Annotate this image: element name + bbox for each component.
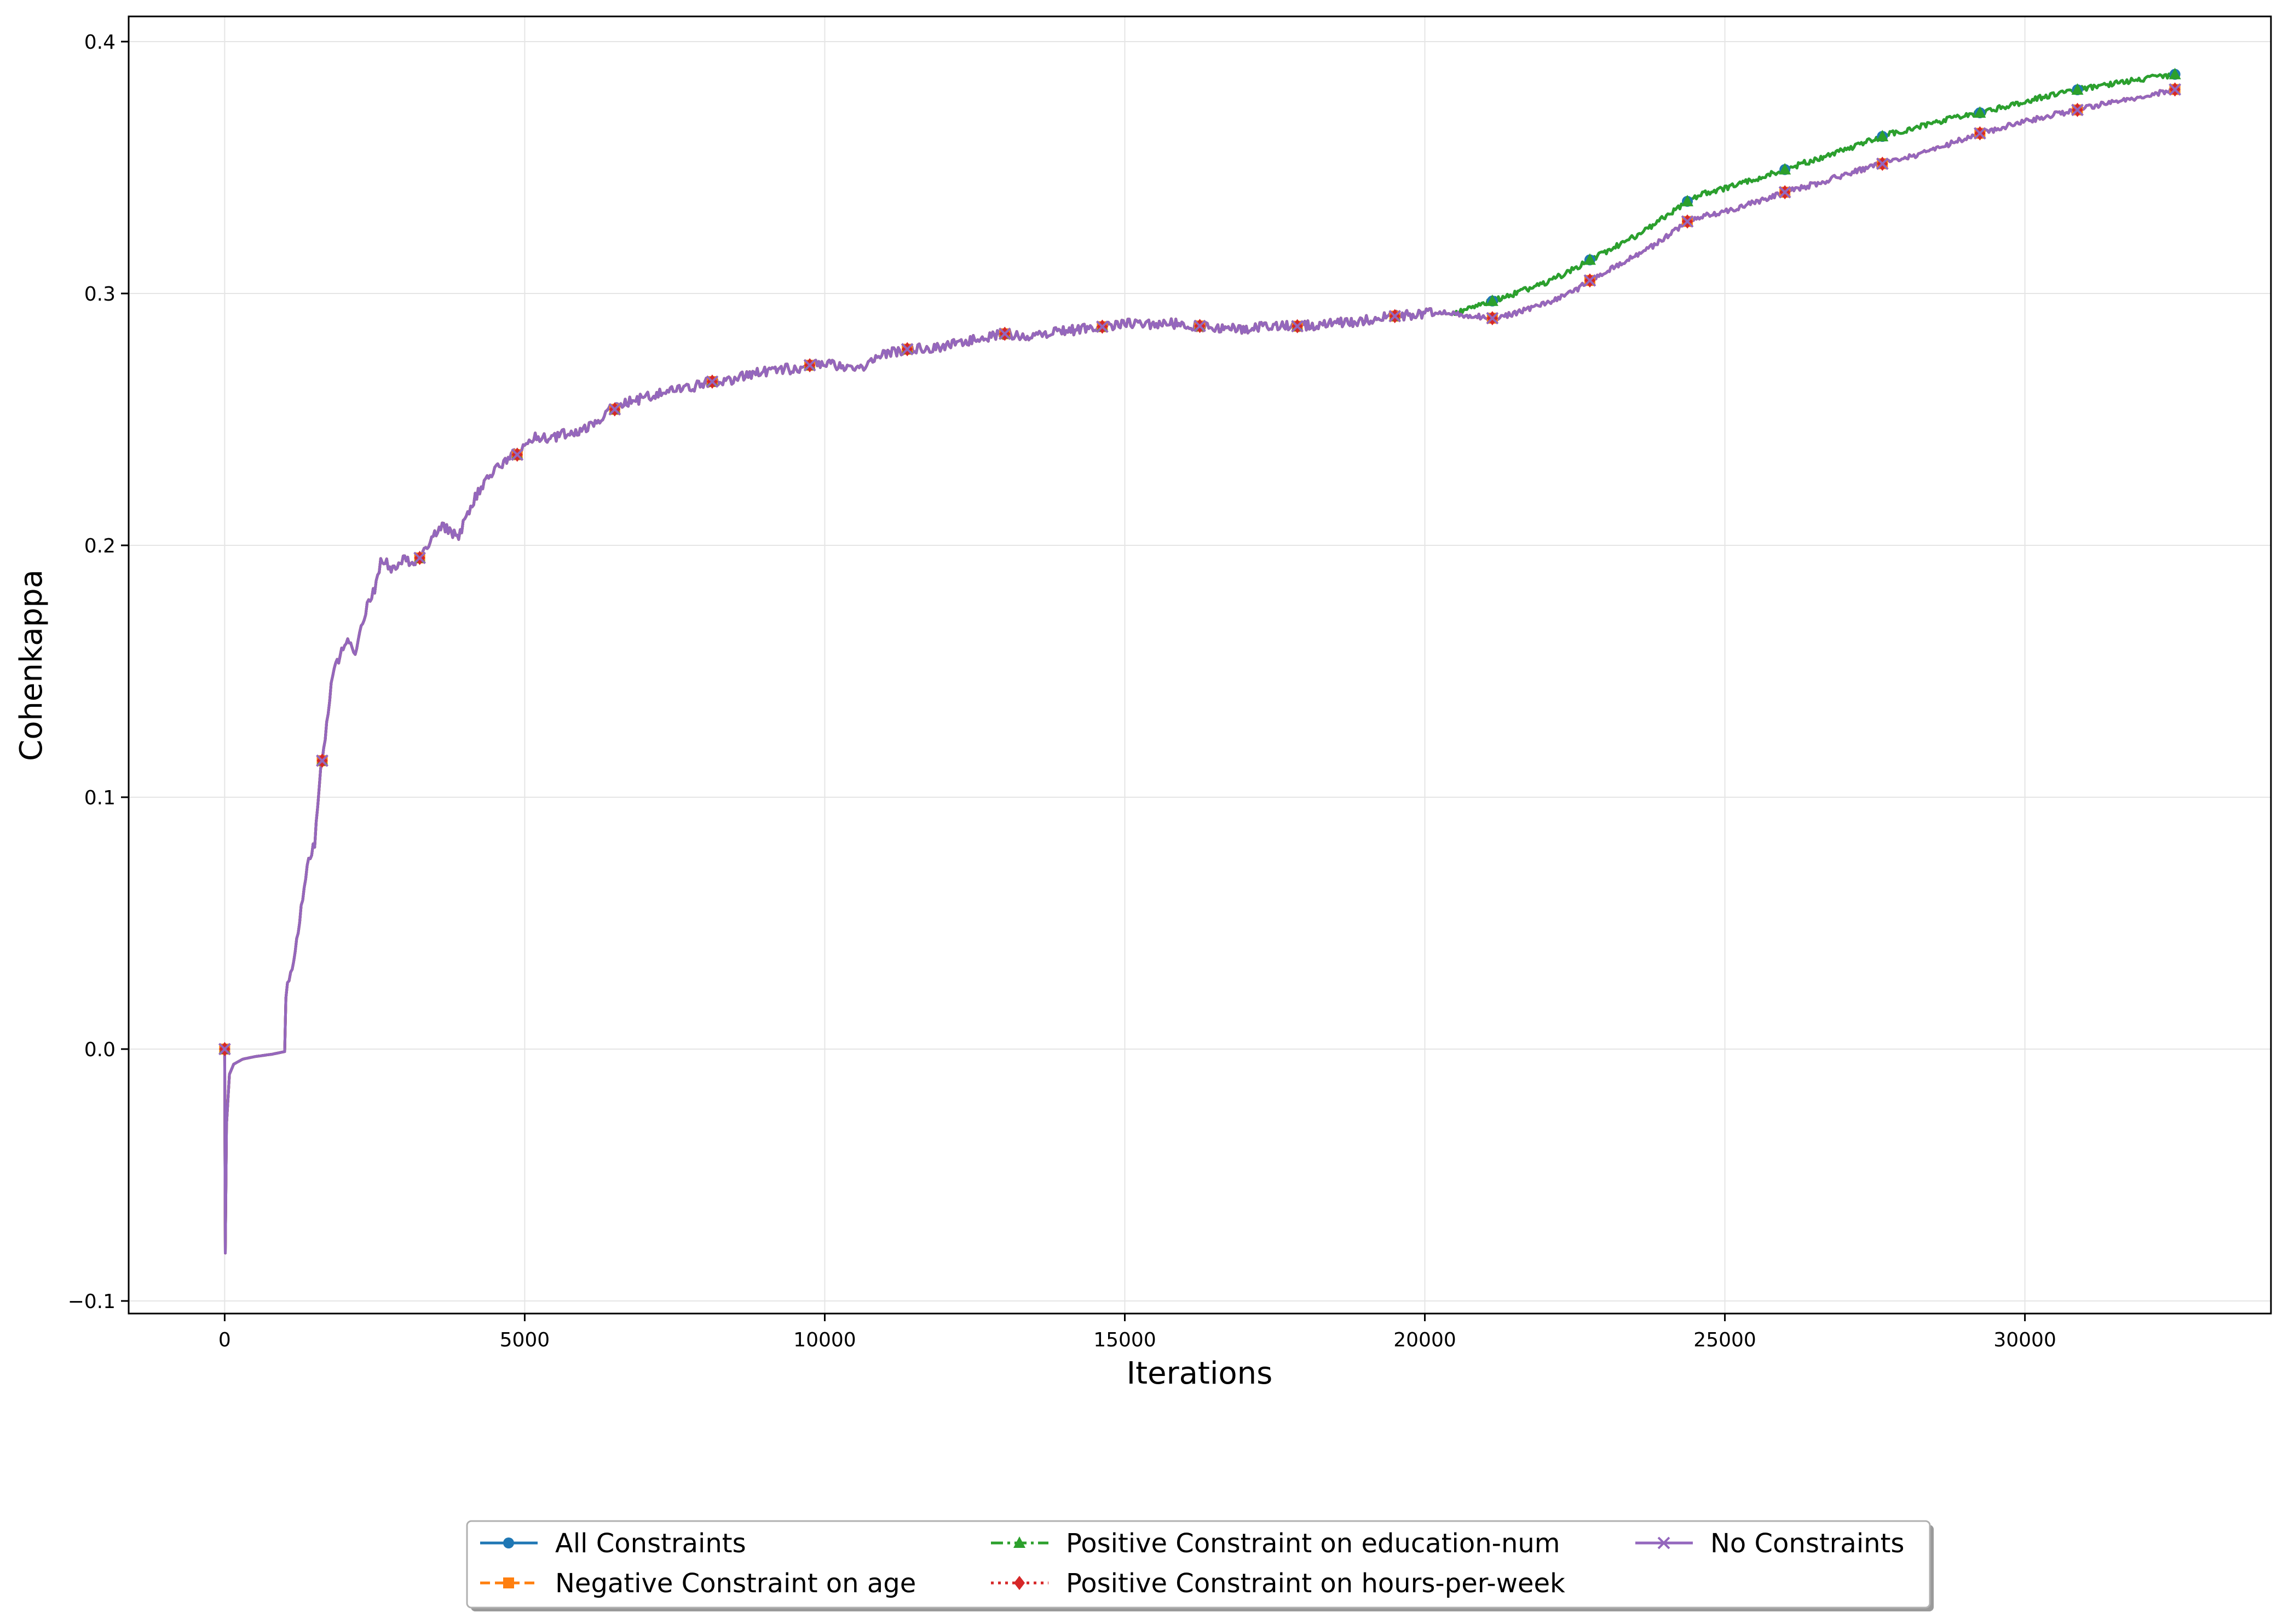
series-marker-4 bbox=[803, 359, 816, 372]
series-marker-2 bbox=[1779, 163, 1791, 175]
series-marker-4-b bbox=[1681, 215, 1694, 228]
series-marker-2 bbox=[1681, 194, 1694, 206]
x-tick-label: 0 bbox=[218, 1329, 231, 1351]
legend: All Constraints Negative Constraint on ag… bbox=[466, 1520, 1934, 1611]
series-marker-4-b bbox=[706, 375, 719, 388]
legend-marker-3 bbox=[1014, 1576, 1025, 1590]
series-marker-2 bbox=[2169, 67, 2181, 79]
series-marker-4 bbox=[998, 327, 1011, 341]
legend-marker-4-b bbox=[1657, 1536, 1670, 1550]
series-marker-4-b bbox=[1486, 312, 1499, 325]
x-tick-label: 5000 bbox=[500, 1329, 550, 1351]
series-marker-2 bbox=[2071, 83, 2084, 95]
series-marker-4 bbox=[2071, 103, 2084, 117]
series-marker-4 bbox=[316, 754, 328, 767]
series-marker-4 bbox=[2169, 83, 2182, 96]
y-tick-label: 0.0 bbox=[84, 1039, 116, 1061]
series-marker-4-b bbox=[413, 551, 426, 565]
plot-frame bbox=[128, 15, 2272, 1315]
series-marker-2 bbox=[1876, 130, 1889, 142]
x-tick-label: 10000 bbox=[793, 1329, 856, 1351]
legend-marker-2 bbox=[1013, 1536, 1025, 1548]
series-marker-4 bbox=[1681, 215, 1694, 228]
y-tick-label: 0.1 bbox=[84, 787, 116, 809]
series-marker-4-b bbox=[1583, 274, 1596, 287]
series-marker-4-b bbox=[1291, 320, 1304, 333]
series-marker-4-b bbox=[1388, 309, 1402, 323]
series-marker-2 bbox=[1974, 106, 1986, 118]
y-axis-label: Cohenkappa bbox=[14, 569, 49, 761]
legend-entry-4: No Constraints bbox=[1635, 1528, 1904, 1559]
series-marker-4-b bbox=[998, 327, 1011, 341]
legend-marker-0 bbox=[503, 1537, 514, 1548]
series-marker-4 bbox=[1876, 157, 1889, 170]
series-marker-4 bbox=[901, 343, 914, 356]
series-marker-4 bbox=[1096, 320, 1109, 333]
series-marker-4 bbox=[413, 551, 426, 565]
series-marker-4-b bbox=[608, 403, 621, 416]
series-marker-4-b bbox=[511, 448, 524, 461]
x-tick-label: 30000 bbox=[1993, 1329, 2056, 1351]
series-marker-4-b bbox=[316, 754, 328, 767]
series-marker-4 bbox=[706, 375, 719, 388]
series-marker-4-b bbox=[1096, 320, 1109, 333]
legend-entries: All Constraints Negative Constraint on ag… bbox=[480, 1528, 1904, 1599]
legend-label-0: All Constraints bbox=[555, 1528, 746, 1559]
series-marker-4-b bbox=[2169, 83, 2182, 96]
series-marker-4-b bbox=[1876, 157, 1889, 170]
legend-label-2: Positive Constraint on education-num bbox=[1066, 1528, 1560, 1559]
legend-entry-1: Negative Constraint on age bbox=[480, 1568, 916, 1599]
series-marker-4 bbox=[1778, 186, 1791, 199]
series-marker-4 bbox=[218, 1043, 231, 1056]
series-marker-4 bbox=[1291, 320, 1304, 333]
series-marker-4 bbox=[511, 448, 524, 461]
series-marker-4-b bbox=[218, 1043, 231, 1056]
x-tick-label: 15000 bbox=[1093, 1329, 1156, 1351]
series-marker-4-b bbox=[1973, 127, 1986, 140]
y-tick-label: 0.2 bbox=[84, 535, 116, 557]
x-tick-label: 20000 bbox=[1393, 1329, 1456, 1351]
legend-entry-2: Positive Constraint on education-num bbox=[991, 1528, 1560, 1559]
series-marker-4 bbox=[1486, 312, 1499, 325]
legend-box bbox=[466, 1520, 1931, 1609]
legend-marker-4 bbox=[1657, 1536, 1670, 1550]
series-marker-4-b bbox=[1778, 186, 1791, 199]
y-tick-label: 0.3 bbox=[84, 283, 116, 306]
legend-entry-0: All Constraints bbox=[480, 1528, 746, 1559]
series-marker-4-b bbox=[1194, 319, 1206, 332]
series-marker-4-b bbox=[803, 359, 816, 372]
legend-label-3: Positive Constraint on hours-per-week bbox=[1066, 1568, 1565, 1599]
grid-lines bbox=[129, 16, 2271, 1314]
series-marker-4 bbox=[1583, 274, 1596, 287]
plot-markers bbox=[218, 67, 2182, 1056]
series-marker-2 bbox=[1486, 294, 1498, 306]
series-marker-4-b bbox=[901, 343, 914, 356]
x-axis-label: Iterations bbox=[1127, 1356, 1273, 1391]
series-marker-2 bbox=[1583, 253, 1596, 265]
series-marker-4 bbox=[1388, 309, 1402, 323]
legend-marker-1 bbox=[503, 1577, 514, 1588]
x-tick-label: 25000 bbox=[1693, 1329, 1756, 1351]
y-tick-label: −0.1 bbox=[68, 1291, 116, 1313]
series-marker-4 bbox=[1194, 319, 1206, 332]
legend-label-1: Negative Constraint on age bbox=[555, 1568, 916, 1599]
series-marker-4 bbox=[1973, 127, 1986, 140]
series-marker-4-b bbox=[2071, 103, 2084, 117]
series-marker-4 bbox=[608, 403, 621, 416]
legend-entry-3: Positive Constraint on hours-per-week bbox=[991, 1568, 1565, 1599]
y-tick-label: 0.4 bbox=[84, 31, 116, 54]
legend-label-4: No Constraints bbox=[1710, 1528, 1904, 1559]
axis-ticks: 0 5000 10000 15000 20000 25000 30000 −0.1 0.0 0.1… bbox=[68, 31, 2056, 1351]
